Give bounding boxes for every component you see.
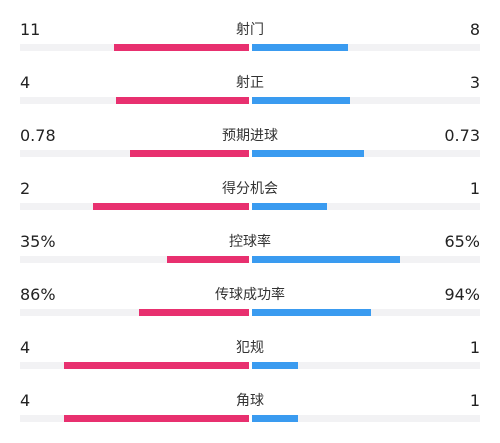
stat-row-big-chances: 2 得分机会 1 <box>0 179 500 231</box>
stat-label: 得分机会 <box>222 181 278 197</box>
home-bar-track <box>20 203 249 210</box>
home-bar-fill <box>113 44 249 51</box>
home-bar-track <box>20 150 249 157</box>
away-bar-fill <box>252 256 401 263</box>
home-bar-fill <box>166 256 249 263</box>
away-bar-fill <box>252 415 298 422</box>
away-bar-fill <box>252 150 364 157</box>
home-value: 4 <box>20 73 31 92</box>
home-value: 2 <box>20 179 31 198</box>
stat-row-shots-on-target: 4 射正 3 <box>0 73 500 125</box>
home-value: 4 <box>20 338 31 357</box>
stat-label: 角球 <box>236 393 264 409</box>
stat-row-pass-accuracy: 86% 传球成功率 94% <box>0 285 500 337</box>
away-bar-fill <box>252 44 348 51</box>
home-bar-fill <box>93 203 249 210</box>
away-value: 3 <box>469 73 480 92</box>
away-bar-fill <box>252 362 298 369</box>
away-bar-track <box>252 309 480 316</box>
home-bar-track <box>20 44 249 51</box>
away-bar-track <box>252 150 480 157</box>
away-bar-track <box>252 203 480 210</box>
stat-row-fouls: 4 犯规 1 <box>0 338 500 390</box>
home-bar-fill <box>63 415 249 422</box>
away-bar-fill <box>252 97 351 104</box>
home-bar-track <box>20 97 249 104</box>
home-bar-fill <box>116 97 249 104</box>
away-bar-track <box>252 256 480 263</box>
away-value: 1 <box>469 338 480 357</box>
stat-label: 预期进球 <box>222 128 278 144</box>
home-bar-track <box>20 362 249 369</box>
stat-label: 传球成功率 <box>215 287 285 303</box>
home-bar-fill <box>139 309 249 316</box>
away-value: 94% <box>444 285 480 304</box>
home-bar-fill <box>63 362 249 369</box>
away-value: 0.73 <box>444 126 480 145</box>
away-bar-track <box>252 97 480 104</box>
home-value: 4 <box>20 391 31 410</box>
away-bar-track <box>252 44 480 51</box>
home-value: 86% <box>20 285 56 304</box>
away-bar-fill <box>252 203 328 210</box>
away-value: 65% <box>444 232 480 251</box>
home-value: 0.78 <box>20 126 56 145</box>
home-bar-track <box>20 309 249 316</box>
home-bar-fill <box>129 150 249 157</box>
stat-label: 犯规 <box>236 340 264 356</box>
away-value: 1 <box>469 391 480 410</box>
home-bar-track <box>20 415 249 422</box>
stat-row-corners: 4 角球 1 <box>0 391 500 443</box>
away-bar-track <box>252 415 480 422</box>
home-value: 11 <box>20 20 41 39</box>
home-value: 35% <box>20 232 56 251</box>
away-value: 1 <box>469 179 480 198</box>
stat-row-possession: 35% 控球率 65% <box>0 232 500 284</box>
away-bar-fill <box>252 309 371 316</box>
away-value: 8 <box>469 20 480 39</box>
away-bar-track <box>252 362 480 369</box>
stat-label: 控球率 <box>229 234 271 250</box>
stat-label: 射正 <box>236 75 264 91</box>
home-bar-track <box>20 256 249 263</box>
stat-row-expected-goals: 0.78 预期进球 0.73 <box>0 126 500 178</box>
stat-label: 射门 <box>236 22 264 38</box>
stat-row-shots: 11 射门 8 <box>0 20 500 72</box>
